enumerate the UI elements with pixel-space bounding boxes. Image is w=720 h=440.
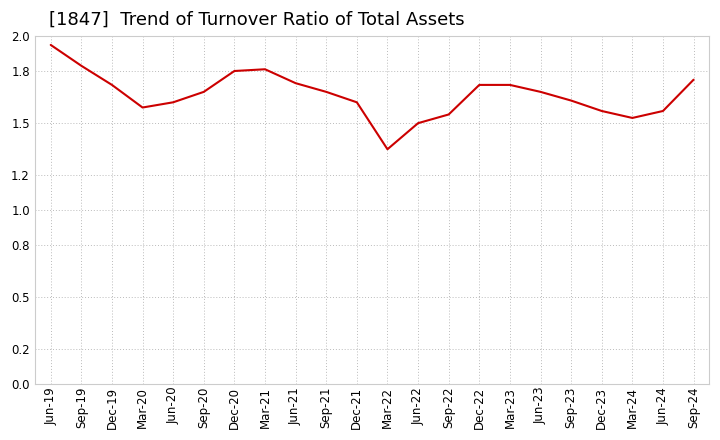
- Text: [1847]  Trend of Turnover Ratio of Total Assets: [1847] Trend of Turnover Ratio of Total …: [49, 11, 464, 29]
